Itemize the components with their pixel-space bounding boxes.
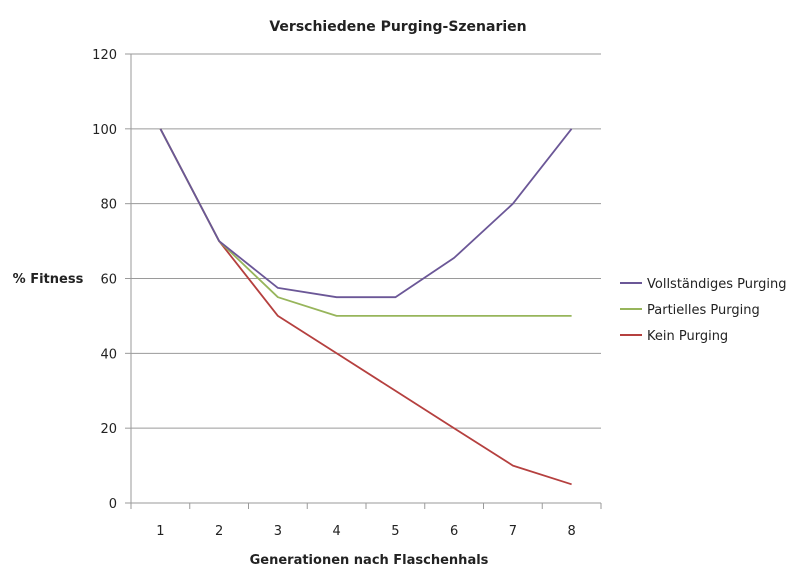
legend-label: Partielles Purging	[647, 303, 760, 318]
y-tick-label: 0	[109, 497, 117, 512]
x-tick-label: 2	[215, 524, 223, 539]
y-tick-label: 80	[100, 198, 117, 213]
series-line	[159, 128, 573, 299]
legend-label: Vollständiges Purging	[647, 277, 786, 292]
series-line	[159, 128, 572, 317]
y-axis-label: % Fitness	[13, 272, 84, 287]
legend-label: Kein Purging	[647, 329, 728, 344]
x-axis-label: Generationen nach Flaschenhals	[250, 553, 489, 568]
y-tick-label: 40	[100, 347, 117, 362]
x-tick-label: 7	[509, 524, 517, 539]
y-tick-label: 60	[100, 273, 117, 288]
legend: Vollständiges Purging Partielles Purging K…	[620, 277, 786, 344]
x-tick-label: 1	[156, 524, 164, 539]
x-tick-label: 3	[274, 524, 282, 539]
series-line	[159, 128, 572, 486]
axes	[125, 53, 602, 509]
x-tick-labels: 1 2 3 4 5 6 7 8	[156, 524, 576, 539]
chart-title: Verschiedene Purging-Szenarien	[269, 19, 526, 35]
x-tick-label: 6	[450, 524, 458, 539]
x-tick-label: 8	[567, 524, 575, 539]
x-tick-label: 5	[391, 524, 399, 539]
x-tick-label: 4	[332, 524, 340, 539]
y-tick-labels: 0 20 40 60 80 100 120	[92, 48, 117, 512]
y-tick-label: 20	[100, 422, 117, 437]
gridlines	[131, 53, 601, 429]
y-tick-label: 100	[92, 123, 117, 138]
series-lines	[159, 128, 573, 486]
y-tick-label: 120	[92, 48, 117, 63]
